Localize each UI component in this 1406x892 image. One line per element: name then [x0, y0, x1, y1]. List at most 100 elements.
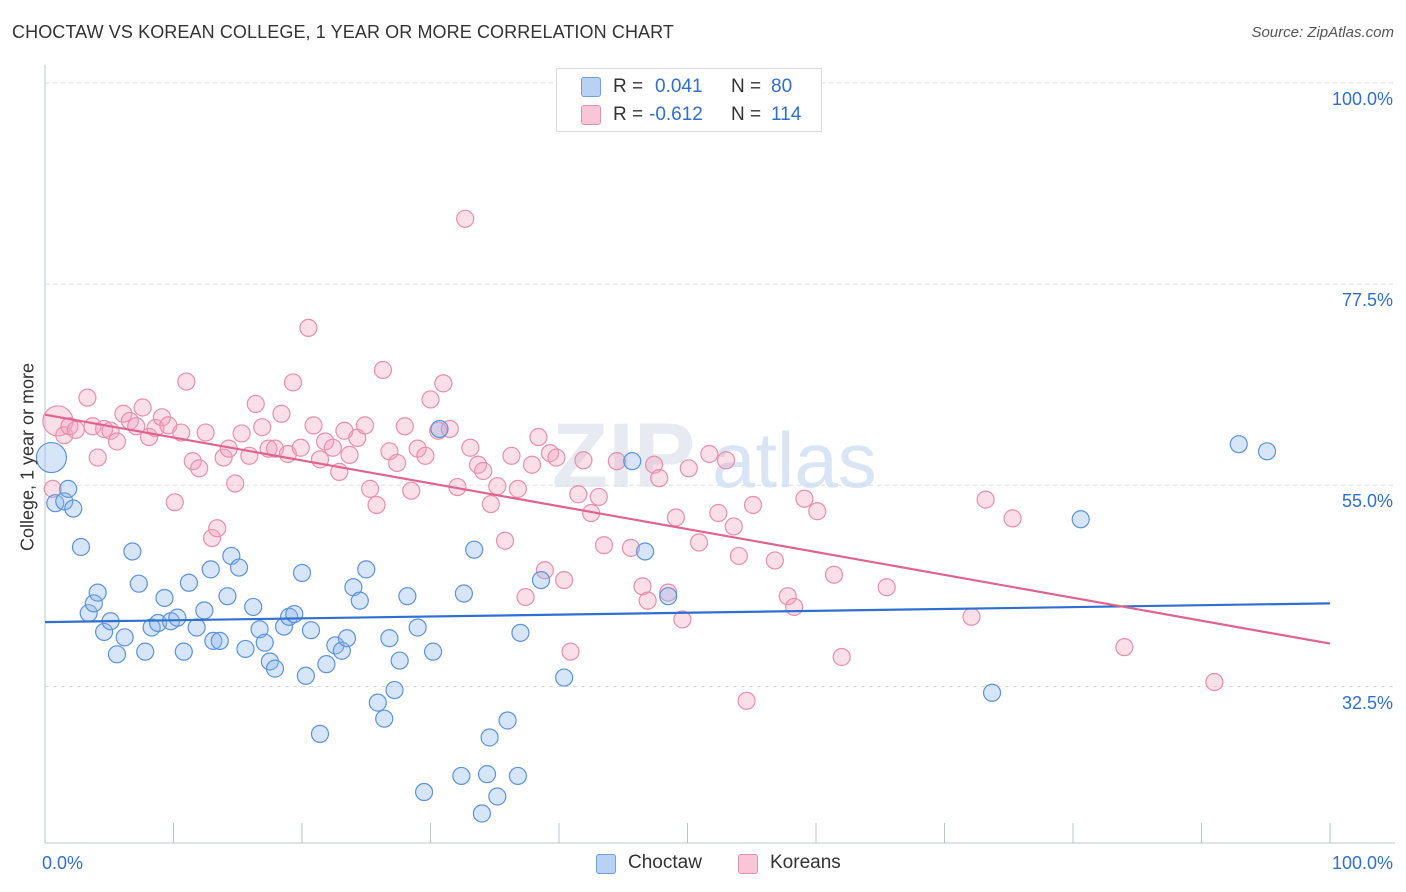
choctaw-point: [265, 659, 285, 678]
stats-legend: R = 0.041 N = 80 R = -0.612 N = 114: [556, 68, 822, 132]
koreans-point: [78, 388, 97, 407]
koreans-point: [367, 495, 386, 515]
koreans-point: [765, 551, 784, 570]
koreans-point: [66, 420, 85, 439]
choctaw-point: [244, 597, 263, 617]
koreans-point: [291, 438, 310, 457]
koreans-point: [679, 459, 698, 478]
choctaw-point: [301, 621, 321, 640]
source-label: Source: ZipAtlas.com: [1251, 24, 1394, 41]
koreans-point: [502, 446, 521, 465]
koreans-point: [976, 490, 995, 509]
choctaw-point: [59, 479, 78, 498]
choctaw-point: [454, 584, 474, 603]
y-tick-label: 77.5%: [1341, 290, 1393, 311]
choctaw-point: [250, 620, 269, 639]
choctaw-point: [635, 542, 655, 561]
r-label: R =: [613, 104, 644, 125]
choctaw-point: [129, 574, 148, 593]
r-value: 0.041: [655, 76, 703, 97]
koreans-point: [165, 493, 184, 512]
choctaw-point: [174, 642, 193, 661]
choctaw-point: [84, 594, 103, 613]
choctaw-point: [317, 655, 336, 674]
choctaw-point: [414, 782, 434, 802]
choctaw-point: [511, 623, 530, 642]
choctaw-point: [285, 604, 304, 624]
r-value: -0.612: [649, 104, 703, 125]
choctaw-point: [531, 570, 551, 590]
y-axis-label: College, 1 year or more: [17, 362, 38, 552]
choctaw-point: [498, 711, 517, 730]
koreans-point: [474, 461, 493, 481]
choctaw-point: [390, 651, 409, 670]
choctaw-point: [204, 631, 223, 650]
koreans-point: [387, 453, 407, 473]
choctaw-point: [659, 587, 678, 606]
koreans-point: [508, 479, 527, 498]
koreans-trend-line: [44, 413, 1331, 645]
choctaw-point: [195, 601, 214, 620]
choctaw-point: [64, 499, 83, 518]
choctaw-point: [452, 766, 471, 786]
choctaw-point: [201, 560, 220, 579]
koreans-point: [633, 577, 652, 596]
koreans-point: [832, 647, 851, 667]
x-tick-label-max: 100.0%: [1331, 853, 1393, 873]
koreans-point: [569, 485, 588, 504]
choctaw-point: [385, 680, 404, 700]
koreans-point: [323, 438, 342, 457]
choctaw-point: [350, 591, 369, 610]
koreans-point: [355, 416, 375, 435]
koreans-point: [673, 610, 692, 629]
koreans-point: [495, 531, 515, 550]
choctaw-point: [236, 639, 255, 659]
koreans-point: [1205, 672, 1224, 692]
choctaw-point: [95, 622, 114, 642]
choctaw-point: [375, 709, 394, 728]
koreans-point: [743, 495, 763, 515]
n-value: 114: [771, 104, 802, 125]
chart-title: CHOCTAW VS KOREAN COLLEGE, 1 YEAR OR MOR…: [12, 22, 675, 42]
koreans-point: [232, 424, 251, 443]
choctaw-point: [187, 618, 206, 637]
koreans-point: [650, 469, 669, 488]
koreans-point: [555, 570, 574, 590]
koreans-point: [808, 502, 827, 521]
choctaw-point: [210, 631, 229, 650]
choctaw-point: [1071, 510, 1090, 529]
koreans-point: [42, 405, 74, 437]
x-tick-label-min: 0.0%: [42, 853, 84, 873]
y-tick-label: 55.0%: [1341, 491, 1393, 512]
koreans-point: [214, 448, 233, 467]
koreans-point: [416, 446, 435, 465]
koreans-point: [574, 451, 593, 470]
koreans-point: [434, 374, 453, 393]
choctaw-point: [477, 765, 497, 784]
koreans-point: [402, 481, 421, 500]
koreans-point: [529, 427, 548, 447]
choctaw-point: [465, 540, 484, 559]
koreans-point: [340, 445, 359, 464]
koreans-point: [283, 373, 303, 392]
koreans-point: [962, 607, 981, 626]
koreans-point: [729, 546, 749, 566]
choctaw-point: [179, 573, 199, 592]
choctaw-point: [398, 587, 417, 606]
koreans-point: [440, 419, 459, 439]
koreans-point: [421, 390, 440, 409]
y-tick-label: 32.5%: [1341, 692, 1393, 713]
koreans-point: [547, 448, 566, 467]
choctaw-point: [136, 642, 155, 661]
choctaw-point: [508, 766, 527, 786]
koreans-point: [196, 423, 215, 442]
koreans-point: [716, 451, 736, 470]
choctaw-point: [292, 563, 312, 583]
choctaw-point: [168, 608, 187, 627]
koreans-point: [488, 477, 507, 496]
n-label: N =: [731, 104, 762, 125]
koreans-swatch: [581, 105, 601, 125]
choctaw-point: [255, 633, 274, 652]
koreans-point: [607, 452, 626, 471]
